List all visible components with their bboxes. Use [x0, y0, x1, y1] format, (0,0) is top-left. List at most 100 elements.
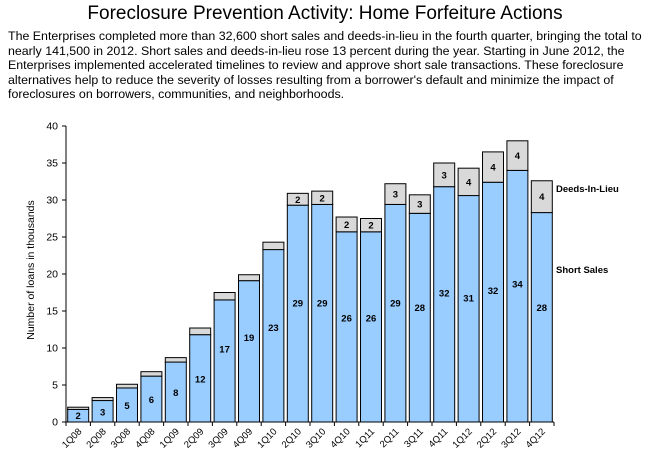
- y-tick-label: 40: [46, 121, 58, 133]
- data-label-deeds-in-lieu: 3: [442, 170, 447, 181]
- bar-deeds-in-lieu: [530, 180, 553, 214]
- y-tick-label: 10: [46, 343, 58, 355]
- bar-deeds-in-lieu: [433, 162, 456, 188]
- bar-short-sales: [530, 212, 553, 423]
- y-tick-label: 5: [52, 380, 58, 392]
- x-tick-label: 2Q09: [182, 426, 206, 450]
- legend-deeds-in-lieu: Deeds-In-Lieu: [556, 184, 619, 195]
- x-tick-label: 1Q10: [255, 426, 279, 450]
- bar-short-sales: [433, 186, 456, 423]
- bar-short-sales: [457, 195, 480, 423]
- bar-deeds-in-lieu: [213, 292, 236, 301]
- x-tick-label: 4Q11: [427, 426, 451, 450]
- y-tick-label: 15: [46, 306, 58, 318]
- y-tick-label: 20: [46, 269, 58, 281]
- data-label-short-sales: 3: [100, 407, 105, 418]
- data-label-short-sales: 28: [537, 303, 548, 314]
- x-tick-label: 3Q11: [402, 426, 426, 450]
- x-tick-label: 2Q11: [378, 426, 402, 450]
- x-tick-label: 1Q12: [451, 426, 475, 450]
- bar-deeds-in-lieu: [482, 151, 504, 183]
- bar-deeds-in-lieu: [164, 357, 187, 363]
- bar-deeds-in-lieu: [238, 274, 260, 282]
- data-label-short-sales: 17: [219, 345, 230, 356]
- data-label-short-sales: 34: [512, 280, 523, 291]
- data-label-short-sales: 32: [439, 289, 450, 300]
- bar-short-sales: [360, 231, 382, 423]
- bar-deeds-in-lieu: [91, 397, 114, 402]
- x-tick-label: 2Q12: [475, 426, 499, 450]
- y-tick-label: 0: [52, 417, 58, 429]
- bar-deeds-in-lieu: [384, 183, 407, 205]
- bar-short-sales: [213, 299, 236, 423]
- data-label-deeds-in-lieu: 2: [320, 193, 325, 204]
- data-label-deeds-in-lieu: 3: [417, 200, 422, 211]
- x-tick-label: 4Q12: [524, 426, 548, 450]
- bar-short-sales: [335, 231, 358, 423]
- bar-short-sales: [311, 203, 334, 423]
- bar-deeds-in-lieu: [286, 192, 309, 206]
- y-tick-label: 30: [46, 195, 58, 207]
- x-tick-label: 4Q09: [231, 426, 255, 450]
- bar-short-sales: [506, 169, 529, 423]
- bar-deeds-in-lieu: [311, 190, 334, 205]
- x-tick-label: 1Q08: [60, 426, 84, 450]
- page-title: Foreclosure Prevention Activity: Home Fo…: [87, 3, 563, 24]
- bar-short-sales: [286, 204, 309, 423]
- data-label-short-sales: 6: [149, 395, 154, 406]
- data-label-short-sales: 5: [124, 401, 130, 412]
- x-tick-label: 3Q12: [499, 426, 523, 450]
- bar-deeds-in-lieu: [140, 371, 163, 377]
- y-tick-label: 35: [46, 158, 58, 170]
- bar-short-sales: [262, 249, 285, 423]
- data-label-short-sales: 8: [173, 388, 178, 399]
- bar-deeds-in-lieu: [116, 383, 138, 389]
- x-tick-label: 4Q10: [329, 426, 353, 450]
- x-tick-label: 2Q08: [85, 426, 109, 450]
- data-label-short-sales: 29: [390, 298, 401, 309]
- x-tick-label: 3Q08: [109, 426, 133, 450]
- x-tick-label: 3Q09: [207, 426, 231, 450]
- data-label-short-sales: 12: [195, 374, 206, 385]
- data-label-deeds-in-lieu: 4: [466, 177, 472, 188]
- data-label-short-sales: 28: [415, 303, 426, 314]
- y-tick-label: 25: [46, 232, 58, 244]
- bar-short-sales: [384, 203, 407, 423]
- data-label-short-sales: 29: [293, 299, 304, 310]
- bar-deeds-in-lieu: [189, 327, 212, 336]
- bar-short-sales: [482, 181, 504, 423]
- data-label-short-sales: 2: [76, 411, 81, 422]
- data-label-short-sales: 32: [488, 286, 499, 297]
- x-tick-label: 4Q08: [133, 426, 157, 450]
- data-label-short-sales: 19: [244, 333, 255, 344]
- x-tick-label: 2Q10: [280, 426, 304, 450]
- bar-short-sales: [408, 212, 431, 423]
- data-label-deeds-in-lieu: 2: [295, 195, 300, 206]
- data-label-short-sales: 29: [317, 298, 328, 309]
- data-label-deeds-in-lieu: 2: [344, 220, 349, 231]
- intro-paragraph: The Enterprises completed more than 32,6…: [8, 29, 642, 102]
- bar-deeds-in-lieu: [67, 406, 90, 410]
- bar-deeds-in-lieu: [262, 241, 285, 251]
- data-label-short-sales: 31: [463, 293, 474, 304]
- bar-deeds-in-lieu: [335, 216, 358, 233]
- y-axis-label: Number of loans in thousands: [25, 200, 37, 340]
- data-label-deeds-in-lieu: 3: [393, 190, 398, 201]
- bar-deeds-in-lieu: [506, 140, 529, 171]
- x-tick-label: 1Q11: [353, 426, 377, 450]
- bar-deeds-in-lieu: [360, 218, 382, 233]
- bar-deeds-in-lieu: [408, 194, 431, 214]
- data-label-deeds-in-lieu: 4: [490, 163, 496, 174]
- data-label-short-sales: 23: [268, 323, 279, 334]
- data-label-deeds-in-lieu: 4: [515, 151, 521, 162]
- x-tick-label: 3Q10: [304, 426, 328, 450]
- x-tick-label: 1Q09: [158, 426, 182, 450]
- bar-short-sales: [238, 280, 260, 423]
- bar-deeds-in-lieu: [457, 167, 480, 197]
- data-label-short-sales: 26: [366, 313, 377, 324]
- data-label-deeds-in-lieu: 4: [539, 192, 545, 203]
- legend-short-sales: Short Sales: [556, 265, 608, 276]
- data-label-deeds-in-lieu: 2: [368, 221, 373, 232]
- data-label-short-sales: 26: [341, 313, 352, 324]
